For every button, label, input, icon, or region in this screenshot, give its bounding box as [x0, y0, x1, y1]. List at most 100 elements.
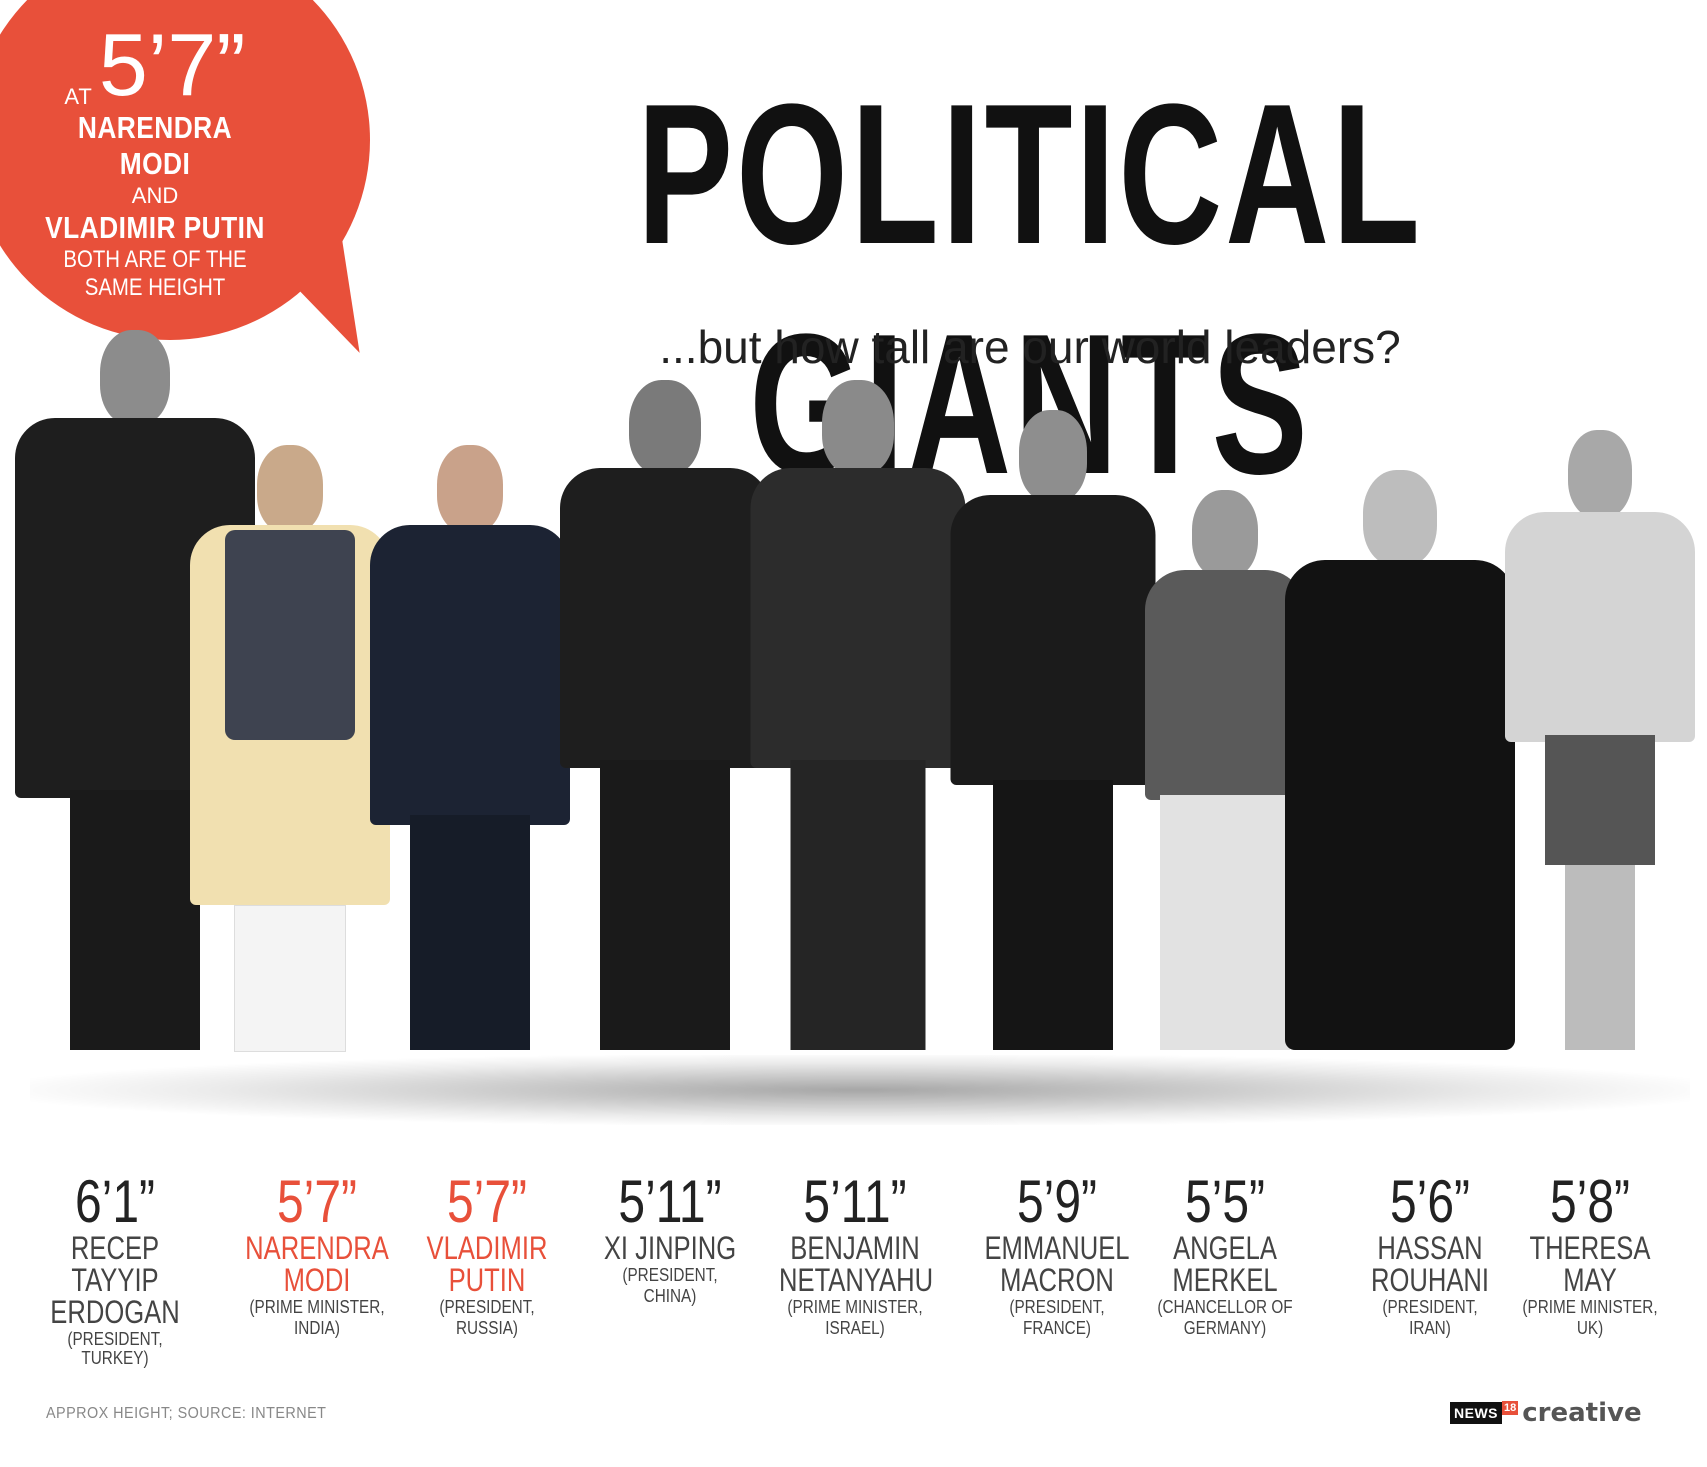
- leader-name-2: NETANYAHU: [779, 1262, 934, 1298]
- figure-suit: [560, 468, 770, 768]
- callout-height: 5’7”: [98, 15, 246, 114]
- figure-legs: [1565, 865, 1635, 1050]
- source-footnote: APPROX HEIGHT; SOURCE: INTERNET: [46, 1405, 327, 1422]
- leader-name-1: ANGELA: [1173, 1230, 1277, 1266]
- leader-role-1: (PRESIDENT,: [1009, 1297, 1105, 1317]
- figure-robe: [1285, 560, 1515, 1050]
- figure-vest: [225, 530, 355, 740]
- figure-legs: [1160, 795, 1290, 1050]
- leader-name-1: EMMANUEL: [984, 1230, 1130, 1266]
- leader-role-2: GERMANY): [1183, 1318, 1267, 1338]
- label-xi: 5’11” XI JINPING (PRESIDENT, CHINA): [575, 1172, 765, 1306]
- figure-modi: [190, 445, 390, 1052]
- leader-role-2: RUSSIA): [455, 1318, 519, 1338]
- leader-role-2: IRAN): [1409, 1318, 1451, 1338]
- leader-figures: [0, 330, 1707, 1130]
- page-subtitle: ...but how tall are our world leaders?: [659, 321, 1401, 373]
- leader-role-1: (CHANCELLOR OF: [1157, 1297, 1293, 1317]
- figure-legs: [410, 815, 530, 1050]
- figure-xi: [560, 380, 770, 1050]
- leader-role-1: (PRIME MINISTER,: [787, 1297, 923, 1317]
- figure-legs: [70, 790, 200, 1050]
- label-merkel: 5’5” ANGELA MERKEL (CHANCELLOR OF GERMAN…: [1130, 1172, 1320, 1338]
- label-netanyahu: 5’11” BENJAMIN NETANYAHU (PRIME MINISTER…: [760, 1172, 950, 1338]
- leader-name-2: ROUHANI: [1370, 1262, 1490, 1298]
- leader-role-1: (PRESIDENT, TURKEY): [67, 1329, 163, 1368]
- leader-role-1: (PRIME MINISTER,: [1522, 1297, 1658, 1317]
- figure-legs: [992, 780, 1113, 1050]
- leader-height: 5’6”: [1389, 1168, 1471, 1235]
- leader-height: 5’7”: [446, 1168, 528, 1235]
- label-rouhani: 5’6” HASSAN ROUHANI (PRESIDENT, IRAN): [1335, 1172, 1525, 1338]
- figure-legs: [790, 760, 925, 1050]
- leader-name-1: VLADIMIR: [426, 1230, 548, 1266]
- leader-role-1: (PRIME MINISTER,: [249, 1297, 385, 1317]
- leader-height: 5’11”: [803, 1168, 907, 1235]
- figure-legs: [234, 905, 346, 1052]
- figure-turban: [1363, 470, 1437, 566]
- label-putin: 5’7” VLADIMIR PUTIN (PRESIDENT, RUSSIA): [392, 1172, 582, 1338]
- figure-head: [100, 330, 170, 425]
- callout-name-2: VLADIMIR PUTIN: [45, 210, 265, 245]
- leader-role-2: FRANCE): [1023, 1318, 1091, 1338]
- label-modi: 5’7” NARENDRA MODI (PRIME MINISTER, INDI…: [222, 1172, 412, 1338]
- leader-role-2: ISRAEL): [825, 1318, 885, 1338]
- leader-name-2: ERDOGAN: [50, 1294, 180, 1330]
- leader-name-1: THERESA: [1529, 1230, 1651, 1266]
- leader-name-1: BENJAMIN: [790, 1230, 920, 1266]
- figure-jacket: [1145, 570, 1305, 800]
- leader-name-2: PUTIN: [448, 1262, 526, 1298]
- figure-rouhani: [1285, 470, 1515, 1050]
- figure-suit: [370, 525, 570, 825]
- figure-head: [1018, 410, 1087, 502]
- callout-line-2: SAME HEIGHT: [84, 274, 226, 301]
- figure-head: [629, 380, 701, 475]
- figure-merkel: [1145, 490, 1305, 1050]
- leader-height: 6’1”: [74, 1168, 156, 1235]
- callout-and: AND: [131, 183, 179, 208]
- figure-may: [1505, 430, 1695, 1050]
- leader-role-1: (PRESIDENT,: [1382, 1297, 1478, 1317]
- figure-macron: [950, 410, 1155, 1050]
- leader-role-2: CHINA): [643, 1286, 697, 1306]
- callout-bubble: [0, 0, 370, 340]
- leader-role-2: UK): [1576, 1318, 1604, 1338]
- logo-news: NEWS: [1450, 1402, 1502, 1424]
- leader-role-1: (PRESIDENT,: [622, 1265, 718, 1285]
- logo-number: 18: [1502, 1401, 1519, 1415]
- figure-suit: [750, 468, 965, 768]
- label-macron: 5’9” EMMANUEL MACRON (PRESIDENT, FRANCE): [962, 1172, 1152, 1338]
- figure-head: [821, 380, 894, 475]
- leader-name-2: MACRON: [1000, 1262, 1114, 1298]
- leader-height: 5’9”: [1016, 1168, 1098, 1235]
- leader-name-1: NARENDRA: [245, 1230, 389, 1266]
- leader-name-1: HASSAN: [1377, 1230, 1483, 1266]
- figure-head: [257, 445, 323, 533]
- figure-suit: [950, 495, 1155, 785]
- logo-creative: creative: [1522, 1398, 1642, 1428]
- leader-height: 5’11”: [618, 1168, 722, 1235]
- leader-role-1: (PRESIDENT,: [439, 1297, 535, 1317]
- leader-name-2: MERKEL: [1172, 1262, 1278, 1298]
- figure-head: [1568, 430, 1632, 518]
- leader-name-1: XI JINPING: [603, 1230, 737, 1266]
- leader-height: 5’7”: [276, 1168, 358, 1235]
- callout-line-1: BOTH ARE OF THE: [63, 246, 247, 273]
- floor-shadow: [30, 1055, 1690, 1125]
- leader-name-2: MAY: [1563, 1262, 1617, 1298]
- figure-legs: [600, 760, 730, 1050]
- leader-role-2: INDIA): [294, 1318, 340, 1338]
- figure-jacket: [1505, 512, 1695, 742]
- leader-height: 5’8”: [1549, 1168, 1631, 1235]
- callout-at: AT: [64, 84, 93, 109]
- figure-head: [437, 445, 503, 533]
- leader-name-1: RECEP TAYYIP: [70, 1230, 160, 1298]
- callout-name-1: NARENDRA MODI: [77, 110, 233, 181]
- news18-creative-logo: NEWS 18 creative: [1450, 1398, 1642, 1428]
- label-may: 5’8” THERESA MAY (PRIME MINISTER, UK): [1495, 1172, 1685, 1338]
- leader-name-2: MODI: [283, 1262, 351, 1298]
- leader-height: 5’5”: [1184, 1168, 1266, 1235]
- figure-netanyahu: [750, 380, 965, 1050]
- callout-height-row: AT 5’7”: [20, 20, 290, 110]
- label-erdogan: 6’1” RECEP TAYYIP ERDOGAN (PRESIDENT, TU…: [20, 1172, 210, 1370]
